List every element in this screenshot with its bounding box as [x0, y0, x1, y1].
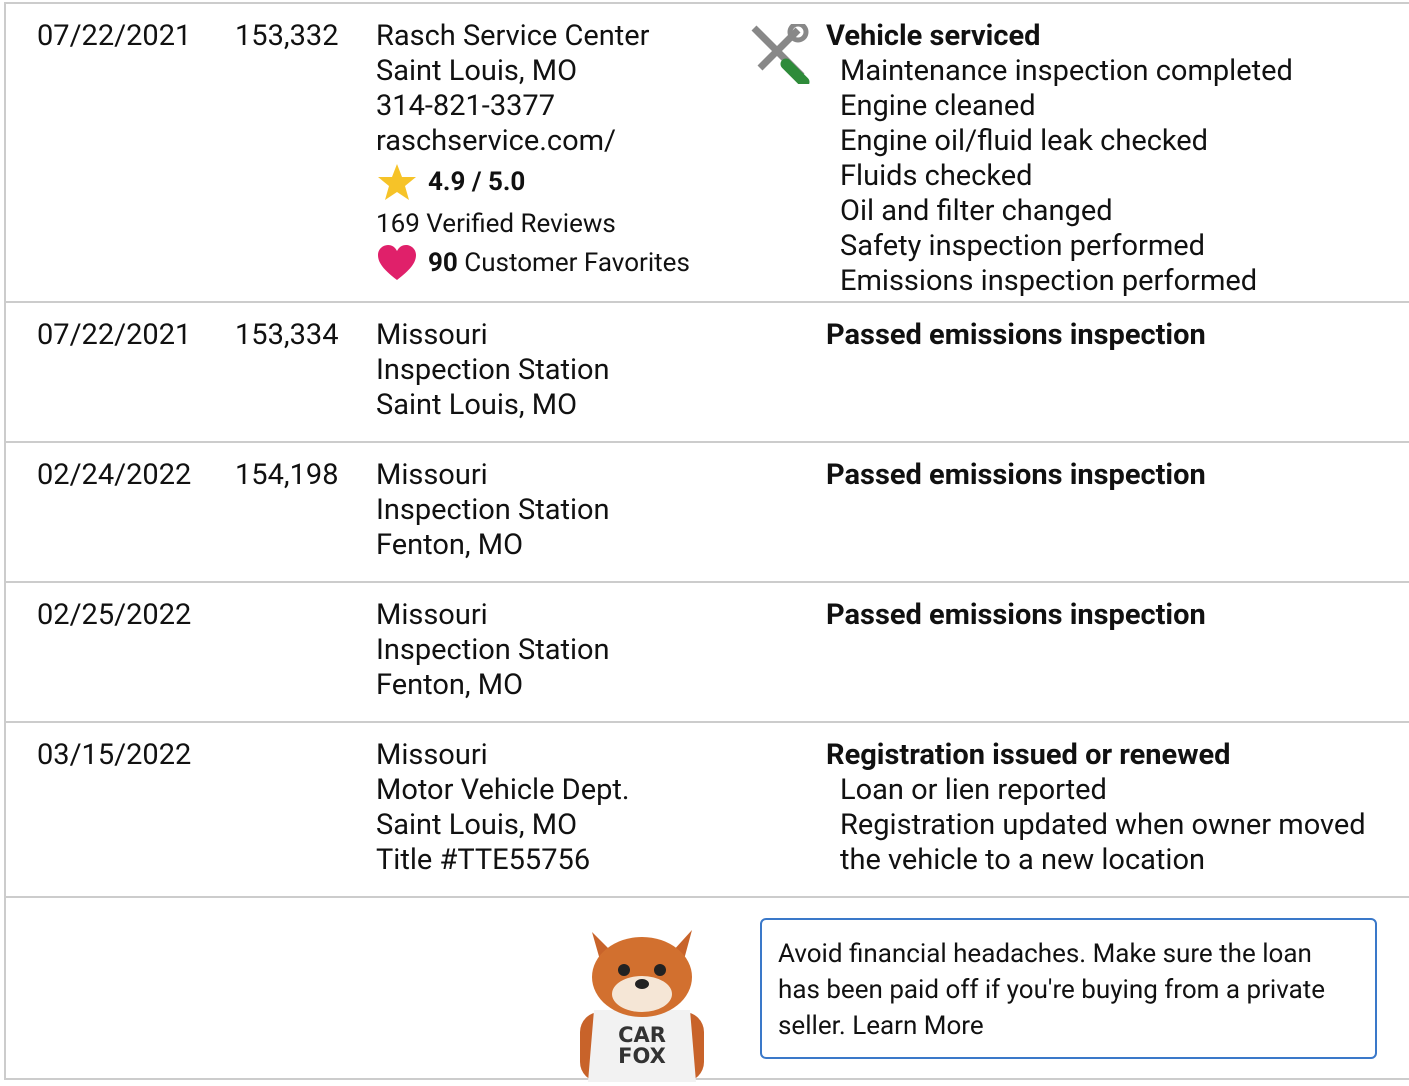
comment-title: Passed emissions inspection — [826, 598, 1386, 633]
comment-title: Passed emissions inspection — [826, 458, 1386, 493]
tip-box: Avoid financial headaches. Make sure the… — [760, 918, 1377, 1059]
comments: Passed emissions inspection — [826, 318, 1386, 353]
source-line: raschservice.com/ — [376, 124, 756, 159]
date: 03/15/2022 — [37, 738, 191, 773]
mileage: 154,198 — [235, 458, 339, 493]
source-line: Title #TTE55756 — [376, 843, 756, 878]
source-line: Inspection Station — [376, 493, 756, 528]
source-line: Missouri — [376, 598, 756, 633]
comment-line: Maintenance inspection completed — [826, 54, 1386, 89]
comment-title: Passed emissions inspection — [826, 318, 1386, 353]
comment-line: Registration updated when owner moved th… — [826, 808, 1386, 878]
date: 07/22/2021 — [37, 318, 191, 353]
comment-line: Safety inspection performed — [826, 229, 1386, 264]
reviews: 169 Verified Reviews — [376, 205, 756, 243]
heart-icon — [376, 244, 418, 282]
mileage: 153,332 — [235, 19, 339, 54]
source-line: Missouri — [376, 458, 756, 493]
source-line: Saint Louis, MO — [376, 54, 756, 89]
source-line: 314-821-3377 — [376, 89, 756, 124]
comment-line: Oil and filter changed — [826, 194, 1386, 229]
favorites-count: 90 — [428, 246, 458, 281]
shirt-text: FOX — [618, 1044, 666, 1068]
comment-line: Fluids checked — [826, 159, 1386, 194]
source-line: Motor Vehicle Dept. — [376, 773, 756, 808]
favorites: 90 Customer Favorites — [376, 243, 756, 283]
source-line: Saint Louis, MO — [376, 808, 756, 843]
source-line: Missouri — [376, 738, 756, 773]
comment-line: Emissions inspection performed — [826, 264, 1386, 299]
comment-line: Engine oil/fluid leak checked — [826, 124, 1386, 159]
comment-title: Registration issued or renewed — [826, 738, 1386, 773]
comment-title: Vehicle serviced — [826, 19, 1386, 54]
star-icon — [376, 162, 418, 202]
comment-line: Engine cleaned — [826, 89, 1386, 124]
rating-value: 4.9 / 5.0 — [428, 165, 525, 200]
date: 02/25/2022 — [37, 598, 191, 633]
source-line: Rasch Service Center — [376, 19, 756, 54]
favorites-label: Customer Favorites — [464, 246, 690, 281]
source-line: Fenton, MO — [376, 668, 756, 703]
service-icon — [746, 24, 810, 93]
wrench-icon — [746, 24, 810, 84]
source-line: Fenton, MO — [376, 528, 756, 563]
comments: Passed emissions inspection — [826, 598, 1386, 633]
rating: 4.9 / 5.0 — [376, 159, 756, 205]
learn-more-link[interactable]: Learn More — [852, 1011, 983, 1041]
mileage: 153,334 — [235, 318, 339, 353]
source-line: Inspection Station — [376, 353, 756, 388]
comment-line: Loan or lien reported — [826, 773, 1386, 808]
date: 02/24/2022 — [37, 458, 191, 493]
comments: Passed emissions inspection — [826, 458, 1386, 493]
source-line: Missouri — [376, 318, 756, 353]
date: 07/22/2021 — [37, 19, 191, 54]
source-line: Saint Louis, MO — [376, 388, 756, 423]
source-line: Inspection Station — [376, 633, 756, 668]
